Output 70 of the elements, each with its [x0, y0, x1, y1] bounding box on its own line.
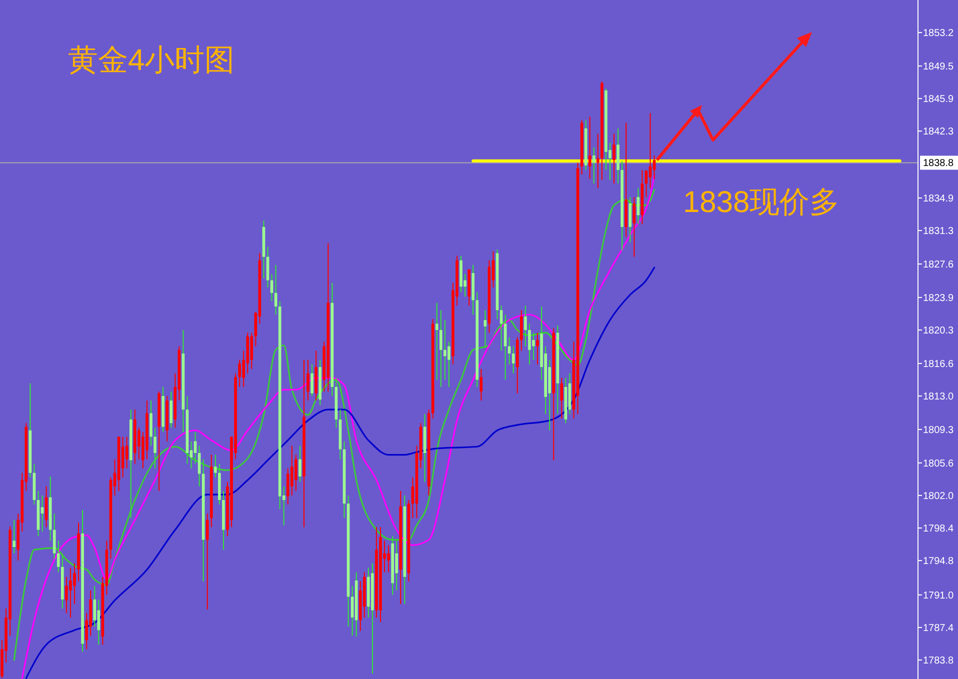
candlestick	[532, 332, 535, 360]
text: 黄金4小时图	[68, 44, 235, 77]
y-tick-label: 1798.4	[923, 524, 954, 535]
candlestick	[52, 513, 56, 560]
y-tick-label: 1834.9	[923, 194, 954, 205]
candlestick	[214, 454, 217, 478]
y-tick-label: 1820.3	[923, 326, 954, 337]
y-tick-label: 1794.8	[923, 556, 954, 568]
y-tick-label: 1849.5	[923, 62, 954, 72]
annotation: 1838现价多	[683, 186, 840, 219]
candlestick	[306, 359, 310, 402]
candlestick	[93, 585, 96, 628]
candlestick	[528, 323, 531, 365]
y-tick-label: 1831.3	[923, 226, 954, 238]
candlestick	[154, 427, 156, 469]
candlestick	[170, 390, 173, 428]
y-tick-label: 1853.2	[923, 28, 954, 40]
y-tick-label: 1783.8	[923, 656, 954, 667]
candlestick	[536, 332, 539, 365]
candlestick	[512, 346, 515, 374]
candlestick	[448, 341, 450, 388]
y-tick-label: 1813.0	[923, 392, 954, 403]
candlestick	[520, 310, 523, 352]
candlestick	[524, 305, 527, 347]
candlestick	[504, 314, 507, 380]
candlestick	[294, 454, 298, 492]
y-tick-label: 1791.0	[923, 590, 954, 602]
candlestick	[435, 302, 438, 380]
candlestick	[298, 445, 302, 482]
y-tick-label: 1816.6	[923, 358, 954, 370]
y-tick-label: 1827.6	[923, 260, 954, 271]
candlestick	[310, 364, 314, 397]
candlestick	[588, 116, 592, 180]
candlestick	[290, 445, 294, 496]
y-tick-label: 1823.9	[923, 292, 954, 304]
y-tick-label: 1809.3	[923, 424, 954, 436]
candlestick	[69, 567, 72, 618]
candlestick	[395, 540, 398, 591]
candlestick	[596, 133, 600, 189]
candlestick	[250, 332, 254, 370]
candlestick	[632, 196, 636, 258]
candlestick	[480, 368, 483, 402]
ref-line-label: 1838.8	[923, 158, 954, 170]
candlestick	[150, 400, 152, 446]
candlestick	[12, 519, 16, 554]
candlestick	[238, 359, 241, 388]
candlestick	[97, 598, 100, 646]
y-tick-label: 1802.0	[923, 490, 954, 502]
candlestick	[194, 432, 197, 464]
candlestick	[444, 320, 446, 380]
candlestick	[592, 146, 596, 184]
candlestick	[206, 513, 209, 610]
candlestick	[40, 494, 44, 532]
candlestick	[56, 540, 60, 573]
candlestick	[73, 562, 76, 604]
y-tick-label: 1805.6	[923, 458, 954, 470]
candlestick	[65, 576, 68, 614]
y-tick-label: 1842.3	[923, 126, 954, 138]
y-tick-label: 1787.4	[923, 622, 954, 634]
candlestick	[125, 436, 128, 469]
candlestick	[387, 544, 390, 573]
candlestick	[286, 468, 290, 506]
candlestick	[121, 436, 124, 478]
candlestick	[198, 445, 201, 487]
line-series	[25, 266, 656, 679]
candlestick	[628, 196, 632, 243]
y-tick-label: 1845.9	[923, 94, 954, 106]
candlestick	[439, 310, 442, 388]
candlestick	[484, 310, 487, 347]
candlestick	[612, 133, 616, 184]
